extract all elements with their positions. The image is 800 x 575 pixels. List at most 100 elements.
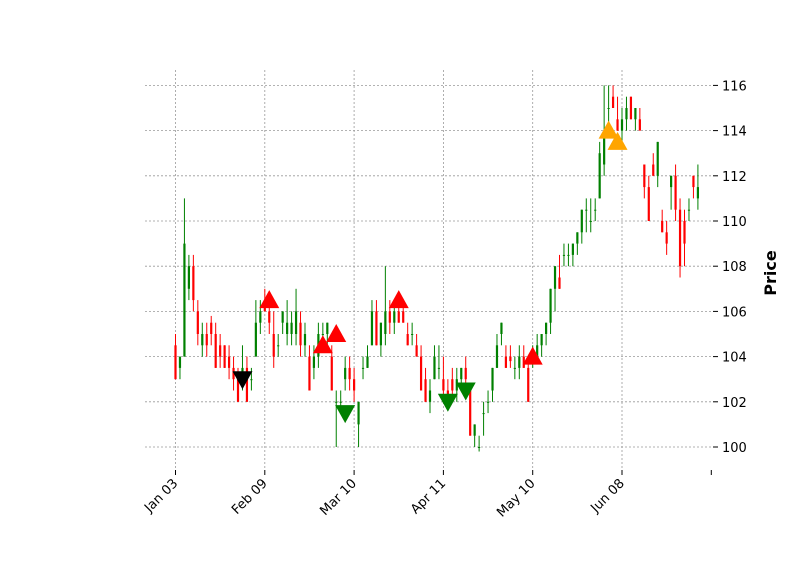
candle <box>491 367 494 402</box>
candle <box>553 266 557 312</box>
candle-body <box>397 311 400 323</box>
candle <box>223 345 226 368</box>
candle <box>187 254 190 301</box>
candle-body <box>495 345 499 368</box>
x-tick-label: Jan 03 <box>141 476 181 516</box>
candle <box>509 345 512 368</box>
candle-body <box>299 322 302 346</box>
candle-body <box>580 209 583 233</box>
marker-triangle-up <box>388 290 409 309</box>
candle <box>335 390 338 447</box>
candle <box>620 108 624 142</box>
candle <box>308 345 311 391</box>
candle <box>183 198 186 357</box>
candle-body <box>500 322 503 334</box>
y-axis-label: Price <box>761 250 780 296</box>
candle-body <box>308 356 311 391</box>
x-tick-label: May 10 <box>494 476 538 520</box>
candle-body <box>259 311 262 323</box>
marker-triangle-up <box>326 324 347 342</box>
candle-body <box>411 334 414 335</box>
candle <box>433 345 436 380</box>
candle <box>674 164 677 221</box>
marker-triangle-down <box>232 371 253 390</box>
candle-body <box>370 311 374 346</box>
candle-body <box>460 367 463 380</box>
candle <box>415 334 418 357</box>
candle-body <box>227 356 231 368</box>
candle <box>437 345 441 380</box>
candle <box>643 164 646 199</box>
candle <box>692 175 695 199</box>
candle-body <box>544 322 548 334</box>
candle-body <box>353 379 356 391</box>
y-tick-label: 110 <box>722 215 747 230</box>
candle <box>661 209 664 233</box>
candle <box>580 209 583 244</box>
candle-body <box>339 401 342 403</box>
y-tick-label: 104 <box>722 351 747 366</box>
candle <box>214 322 217 368</box>
candle <box>611 85 615 108</box>
candle-body <box>576 232 579 244</box>
candle-body <box>674 175 677 210</box>
candle-body <box>585 209 588 211</box>
candle-body <box>442 379 445 391</box>
marker-triangle-up <box>598 120 619 139</box>
candle <box>259 300 262 334</box>
candle <box>589 198 592 233</box>
candle <box>670 175 673 210</box>
candle-body <box>357 401 360 425</box>
candle <box>428 379 432 414</box>
candle <box>567 243 570 267</box>
candle <box>549 288 552 334</box>
candle-body <box>272 334 275 357</box>
candle <box>576 232 579 255</box>
candle-body <box>419 356 423 391</box>
candle <box>294 288 298 346</box>
candle-body <box>536 345 539 357</box>
candle-body <box>687 209 691 211</box>
candle <box>232 356 235 391</box>
candle <box>348 356 351 391</box>
candle <box>540 334 543 357</box>
candle-body <box>326 322 329 334</box>
candle <box>379 322 382 357</box>
candle-body <box>616 119 619 131</box>
candle-body <box>647 187 650 221</box>
y-tick-label: 108 <box>722 260 747 275</box>
candle-body <box>321 334 324 335</box>
candle-body <box>254 322 257 357</box>
marker-triangle-up <box>522 346 543 365</box>
candle-body <box>330 356 333 391</box>
candle <box>598 141 601 199</box>
candle <box>473 424 476 447</box>
marker-triangle-up <box>607 131 628 150</box>
candle <box>227 345 231 380</box>
y-tick-label: 100 <box>722 441 747 456</box>
candle <box>192 254 195 312</box>
candle <box>594 198 597 221</box>
y-tick-label: 106 <box>722 305 747 320</box>
candle <box>406 322 409 346</box>
candle-body <box>205 334 208 346</box>
candle <box>665 221 668 255</box>
candle-body <box>482 413 485 415</box>
candle-body <box>402 311 405 323</box>
candle <box>210 315 213 346</box>
candle <box>478 435 481 452</box>
candle-body <box>415 345 418 357</box>
candle-body <box>607 108 610 109</box>
x-tick-label: Apr 11 <box>408 476 449 517</box>
marker-triangle-down <box>455 382 476 401</box>
candle-body <box>388 311 391 323</box>
candle-body <box>665 232 668 244</box>
marker-triangle-up <box>259 290 280 309</box>
candle-body <box>478 447 481 448</box>
candle-body <box>433 356 436 380</box>
candle <box>196 300 199 346</box>
candle-body <box>245 367 249 402</box>
candle <box>482 401 485 436</box>
candle-body <box>424 379 427 402</box>
